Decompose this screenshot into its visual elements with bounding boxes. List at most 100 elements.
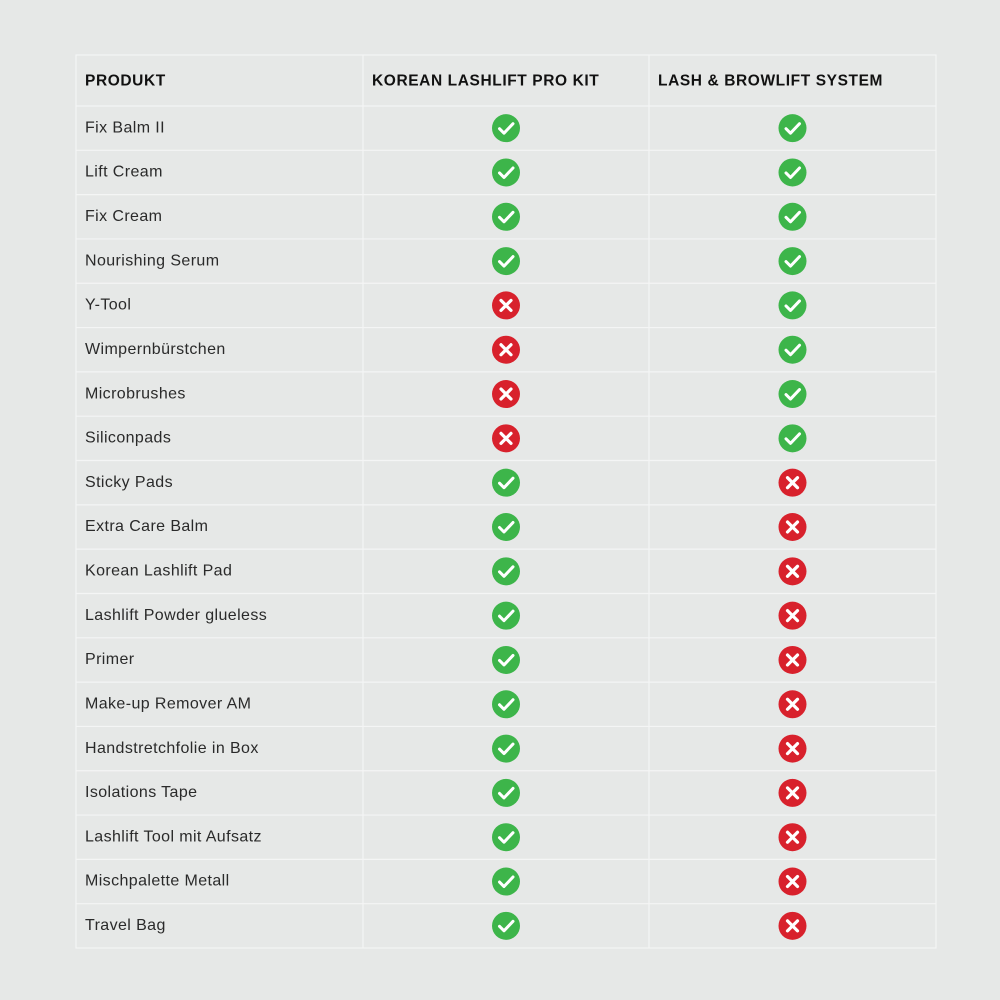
product-name: Extra Care Balm	[85, 518, 208, 535]
check-mark	[498, 609, 515, 623]
cross-icon	[778, 778, 807, 807]
check-mark	[498, 521, 515, 534]
product-name: Primer	[85, 651, 135, 668]
cross-mark	[785, 830, 800, 844]
icon-circle	[492, 645, 520, 674]
cross-mark	[785, 741, 800, 756]
icon-circle	[492, 557, 520, 586]
cross-mark	[785, 697, 800, 711]
cross-mark	[785, 874, 800, 889]
cross-icon	[778, 823, 807, 852]
check-mark	[498, 698, 515, 711]
check-icon	[778, 158, 807, 187]
cross-icon	[492, 335, 520, 364]
product-name: Lashlift Tool mit Aufsatz	[85, 828, 262, 845]
check-mark	[498, 831, 515, 844]
cross-mark	[499, 298, 513, 313]
check-mark	[498, 786, 515, 800]
icon-circle	[492, 468, 520, 497]
icon-circle	[778, 291, 807, 320]
check-mark	[784, 432, 801, 445]
product-name: Sticky Pads	[85, 474, 173, 491]
check-icon	[492, 158, 520, 187]
header-cell: KOREAN LASHLIFT PRO KIT	[372, 73, 599, 90]
product-name: Make-up Remover AM	[85, 695, 251, 712]
cross-icon	[778, 557, 807, 586]
check-mark	[498, 255, 515, 268]
check-mark	[784, 255, 801, 268]
icon-circle	[492, 202, 520, 231]
check-mark	[784, 210, 801, 224]
product-name: Handstretchfolie in Box	[85, 740, 259, 757]
cross-mark	[785, 919, 800, 933]
check-icon	[492, 645, 520, 674]
check-icon	[492, 202, 520, 231]
icon-circle	[492, 601, 520, 630]
icon-circle	[778, 335, 807, 364]
product-name: Lashlift Powder glueless	[85, 607, 267, 624]
cross-icon	[778, 734, 807, 763]
cross-icon	[778, 601, 807, 630]
cross-mark	[785, 786, 800, 800]
check-icon	[778, 380, 807, 409]
cross-mark	[785, 609, 800, 623]
check-mark	[498, 210, 515, 224]
check-icon	[492, 557, 520, 586]
check-icon	[778, 335, 807, 364]
check-icon	[778, 291, 807, 320]
icon-circle	[492, 247, 520, 276]
check-mark	[498, 653, 515, 667]
product-name: Travel Bag	[85, 917, 166, 934]
check-mark	[498, 476, 515, 490]
cross-mark	[499, 431, 513, 445]
check-icon	[778, 424, 807, 453]
check-icon	[492, 911, 520, 940]
header-cell: LASH & BROWLIFT SYSTEM	[658, 73, 883, 90]
icon-circle	[492, 911, 520, 940]
cross-mark	[499, 387, 513, 401]
check-mark	[498, 742, 515, 756]
cross-mark	[785, 476, 800, 490]
check-mark	[784, 388, 801, 401]
product-name: Korean Lashlift Pad	[85, 563, 232, 580]
cross-mark	[785, 564, 800, 578]
check-icon	[778, 114, 807, 143]
cross-icon	[492, 424, 520, 453]
icon-circle	[492, 778, 520, 807]
check-mark	[784, 343, 801, 357]
icon-circle	[492, 690, 520, 719]
product-name: Y-Tool	[85, 297, 131, 314]
cross-icon	[492, 380, 520, 409]
product-name: Fix Cream	[85, 208, 162, 225]
check-mark	[784, 299, 801, 312]
cross-icon	[778, 468, 807, 497]
check-mark	[784, 166, 801, 179]
icon-circle	[778, 247, 807, 276]
icon-circle	[492, 114, 520, 143]
icon-circle	[778, 202, 807, 231]
icon-circle	[778, 380, 807, 409]
table-frame	[75, 54, 937, 949]
cross-mark	[785, 653, 800, 667]
icon-circle	[492, 734, 520, 763]
check-mark	[498, 875, 515, 889]
cross-icon	[778, 513, 807, 541]
cross-icon	[778, 867, 807, 896]
icon-circle	[492, 867, 520, 896]
product-name: Mischpalette Metall	[85, 873, 230, 890]
check-mark	[498, 166, 515, 179]
product-name: Lift Cream	[85, 164, 163, 181]
product-name: Wimpernbürstchen	[85, 341, 226, 358]
check-icon	[492, 867, 520, 896]
check-mark	[498, 565, 515, 578]
check-mark	[498, 919, 515, 933]
cross-icon	[778, 690, 807, 719]
cross-mark	[499, 343, 513, 357]
check-icon	[492, 247, 520, 276]
product-name: Microbrushes	[85, 385, 186, 402]
check-icon	[492, 690, 520, 719]
product-name: Nourishing Serum	[85, 252, 219, 269]
check-mark	[784, 122, 801, 135]
